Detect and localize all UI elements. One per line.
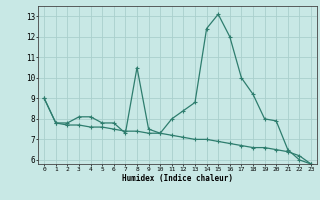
X-axis label: Humidex (Indice chaleur): Humidex (Indice chaleur): [122, 174, 233, 183]
